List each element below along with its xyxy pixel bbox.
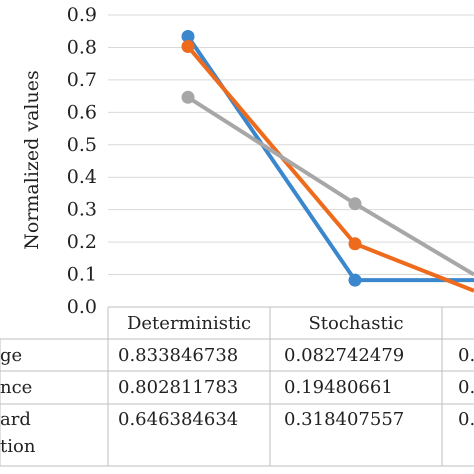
table-cell: 0. xyxy=(458,409,474,430)
table-row-label: tion xyxy=(0,436,36,457)
y-tick-label: 0.8 xyxy=(67,36,97,58)
table-header-cell: Deterministic xyxy=(127,313,251,334)
table-row-label: ge xyxy=(0,345,22,366)
y-tick-label: 0.5 xyxy=(67,134,97,156)
y-tick-label: 0.4 xyxy=(67,166,97,188)
table-cell: 0.646384634 xyxy=(118,409,238,430)
data-point xyxy=(348,273,362,287)
y-tick-label: 0.6 xyxy=(67,101,97,123)
table-cell: 0. xyxy=(458,377,474,398)
table-cell: 0. xyxy=(458,345,474,366)
series-line xyxy=(186,45,474,293)
table-cell: 0.082742479 xyxy=(284,345,404,366)
data-point xyxy=(181,90,195,104)
table-row-label: nce xyxy=(0,377,32,398)
table-cell: 0.833846738 xyxy=(118,345,238,366)
table-cell: 0.318407557 xyxy=(284,409,404,430)
gridlines xyxy=(108,14,474,308)
data-point xyxy=(348,237,362,251)
data-point xyxy=(348,197,362,211)
y-axis-label: Normalized values xyxy=(21,70,43,249)
table-cell: 0.19480661 xyxy=(284,377,393,398)
data-point xyxy=(181,40,195,54)
series-line xyxy=(186,35,474,283)
table-row-label: ard xyxy=(0,409,31,430)
y-tick-label: 0.9 xyxy=(67,4,97,26)
data-point xyxy=(181,29,195,43)
table-header-cell: Stochastic xyxy=(308,313,403,334)
data-table: Deterministic Stochastic ge 0.833846738 0.08… xyxy=(0,306,474,467)
y-tick-label: 0.0 xyxy=(67,296,97,318)
y-tick-label: 0.2 xyxy=(67,231,97,253)
y-tick-label: 0.3 xyxy=(67,199,97,221)
y-tick-label: 0.7 xyxy=(67,69,97,91)
table-cell: 0.802811783 xyxy=(118,377,238,398)
y-tick-labels: 0.0 0.1 0.2 0.3 0.4 0.5 0.6 0.7 0.8 0.9 xyxy=(67,4,97,318)
series-lines xyxy=(181,29,474,293)
y-tick-label: 0.1 xyxy=(67,264,97,286)
